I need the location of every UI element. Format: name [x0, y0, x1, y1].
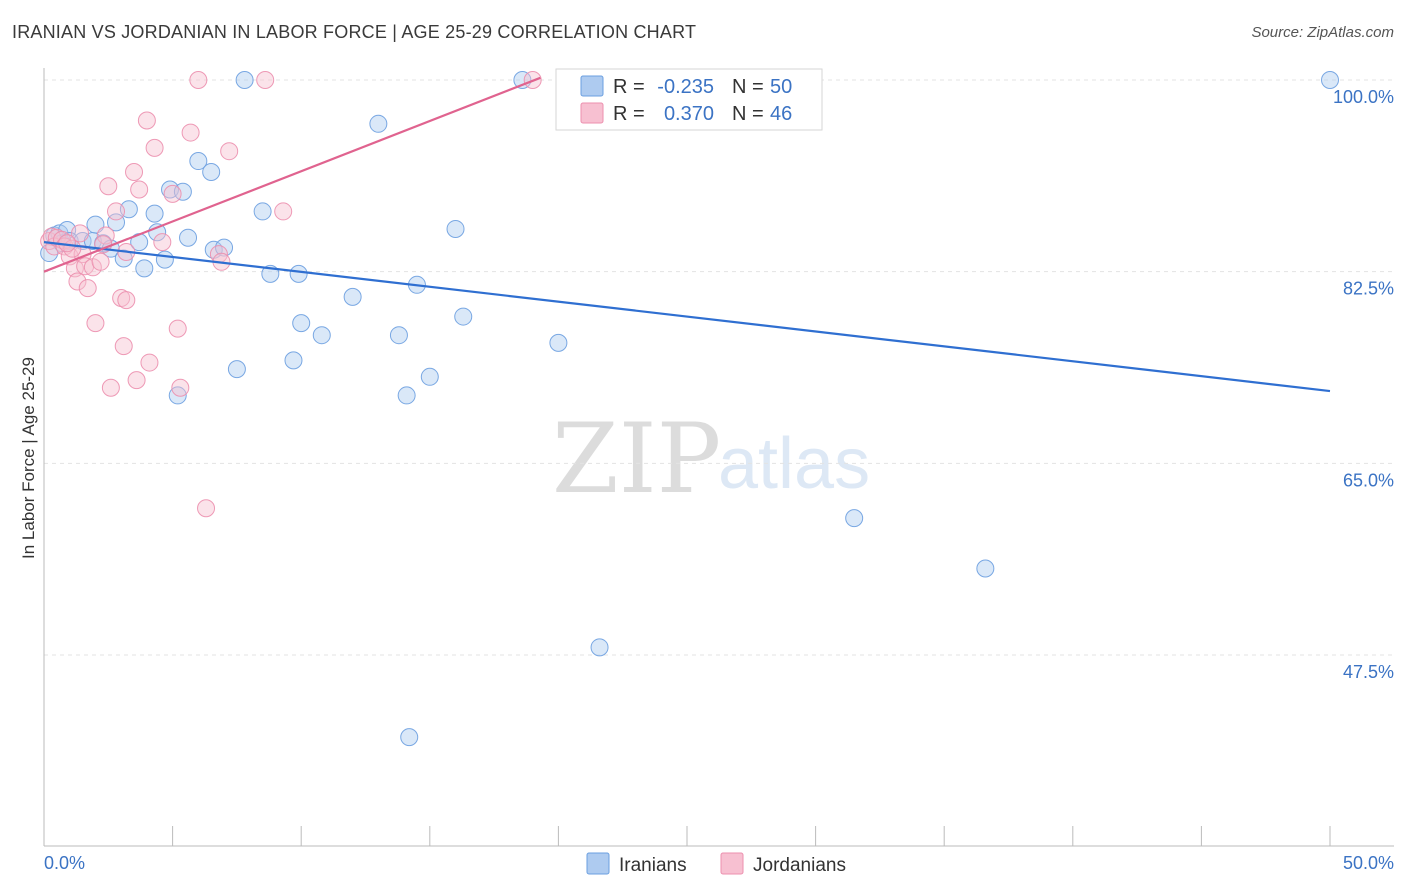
jordanian-point [140, 353, 159, 372]
y-tick-labels: 47.5% 65.0% 82.5% 100.0% [1333, 87, 1394, 682]
jordanian-point [130, 180, 149, 199]
jordanian-point [197, 499, 216, 518]
jordanian-point [101, 378, 120, 397]
jordanian-point [274, 202, 293, 221]
iranian-point [253, 202, 272, 221]
trend-line-jordanians [43, 76, 541, 273]
gridlines [44, 79, 1394, 656]
iranian-point [590, 638, 609, 657]
iranian-point [446, 219, 465, 238]
iranian-point [155, 250, 174, 269]
series-legend: Iranians Jordanians [586, 852, 846, 876]
iranian-point [312, 326, 331, 345]
jordanian-point [99, 177, 118, 196]
iranian-point [976, 559, 995, 578]
bottom-legend-swatch-iranians [586, 852, 610, 875]
iranian-point [145, 204, 164, 223]
iranian-point [189, 152, 208, 171]
legend-n-value-jordanians: 46 [770, 103, 792, 125]
correlation-legend: R = -0.235 N = 50 R = 0.370 N = 46 [555, 68, 823, 131]
jordanian-point [86, 314, 105, 333]
jordanian-point [68, 272, 87, 291]
legend-r-label-jordanians: R = [613, 103, 645, 125]
iranian-point [1321, 71, 1339, 89]
jordanian-point [168, 319, 187, 338]
bottom-legend-swatch-jordanians [720, 852, 744, 875]
trend-lines [43, 76, 1331, 393]
jordanian-point [171, 378, 190, 397]
chart-source: Source: ZipAtlas.com [1251, 24, 1394, 41]
iranian-point [284, 351, 303, 370]
iranian-point [369, 114, 388, 133]
jordanian-point [114, 337, 133, 356]
data-points [40, 71, 1339, 747]
jordanian-point [125, 163, 144, 181]
jordanian-point [145, 138, 164, 157]
legend-r-value-jordanians: 0.370 [664, 103, 714, 125]
iranian-point [845, 509, 864, 528]
bottom-legend-label-iranians: Iranians [619, 855, 687, 876]
jordanian-point [163, 184, 182, 203]
y-tick-label: 82.5% [1343, 279, 1394, 299]
iranian-point [420, 367, 439, 386]
iranian-point [135, 259, 154, 278]
iranian-point [454, 307, 473, 326]
jordanian-point [91, 252, 110, 271]
iranian-point [107, 213, 126, 232]
iranian-point [235, 71, 254, 89]
iranian-point [292, 314, 311, 333]
iranian-point [289, 264, 308, 283]
jordanian-point [153, 233, 172, 252]
legend-swatch-iranians [580, 75, 604, 97]
jordanian-point [181, 123, 200, 142]
watermark-zip: ZIP [552, 403, 721, 515]
trend-line-iranians [43, 241, 1331, 393]
legend-r-value-iranians: -0.235 [657, 76, 714, 98]
y-tick-label: 65.0% [1343, 470, 1394, 490]
jordanian-point [137, 111, 156, 130]
legend-r-label-iranians: R = [613, 76, 645, 98]
jordanian-point [78, 279, 97, 298]
iranian-point [400, 728, 419, 747]
chart-title: IRANIAN VS JORDANIAN IN LABOR FORCE | AG… [12, 22, 697, 42]
x-axis-ticks [43, 826, 1331, 846]
iranian-point [86, 215, 105, 234]
y-tick-label: 100.0% [1333, 87, 1394, 107]
jordanian-point [189, 71, 208, 89]
x-tick-label-min: 0.0% [44, 853, 85, 873]
iranian-point [179, 228, 198, 247]
y-axis-title: In Labor Force | Age 25-29 [19, 357, 38, 559]
x-tick-label-max: 50.0% [1343, 853, 1394, 873]
legend-n-label-jordanians: N = [732, 103, 764, 125]
jordanian-point [220, 142, 239, 161]
watermark-atlas: atlas [718, 424, 870, 504]
jordanian-point [71, 224, 90, 243]
iranian-point [397, 386, 416, 405]
iranian-point [343, 287, 362, 306]
iranian-point [549, 333, 568, 352]
jordanian-point [127, 371, 146, 390]
jordanian-point [117, 291, 136, 310]
jordanian-point [256, 71, 275, 89]
iranian-point [202, 163, 221, 181]
jordanian-point [107, 202, 126, 221]
legend-n-value-iranians: 50 [770, 76, 792, 98]
y-tick-label: 47.5% [1343, 662, 1394, 682]
iranian-point [227, 360, 246, 379]
legend-swatch-jordanians [580, 102, 604, 124]
iranian-point [389, 326, 408, 345]
legend-n-label-iranians: N = [732, 76, 764, 98]
bottom-legend-label-jordanians: Jordanians [753, 855, 846, 876]
